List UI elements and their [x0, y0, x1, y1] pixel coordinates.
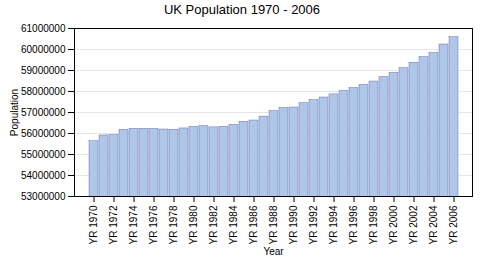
- svg-text:YR 2006: YR 2006: [448, 205, 459, 244]
- svg-text:58000000: 58000000: [21, 86, 66, 97]
- svg-text:55000000: 55000000: [21, 149, 66, 160]
- svg-text:YR 1982: YR 1982: [208, 205, 219, 244]
- svg-text:YR 1974: YR 1974: [128, 205, 139, 244]
- svg-text:YR 2000: YR 2000: [388, 205, 399, 244]
- svg-text:56000000: 56000000: [21, 128, 66, 139]
- svg-text:YR 1976: YR 1976: [148, 205, 159, 244]
- svg-text:YR 2002: YR 2002: [408, 205, 419, 244]
- svg-text:YR 1990: YR 1990: [288, 205, 299, 244]
- svg-text:54000000: 54000000: [21, 170, 66, 181]
- svg-text:59000000: 59000000: [21, 65, 66, 76]
- svg-text:YR 1984: YR 1984: [228, 205, 239, 244]
- svg-text:Population: Population: [9, 89, 20, 136]
- svg-text:YR 1970: YR 1970: [88, 205, 99, 244]
- svg-text:YR 1994: YR 1994: [328, 205, 339, 244]
- svg-text:57000000: 57000000: [21, 107, 66, 118]
- svg-text:53000000: 53000000: [21, 191, 66, 202]
- svg-text:YR 1998: YR 1998: [368, 205, 379, 244]
- svg-text:YR 1996: YR 1996: [348, 205, 359, 244]
- svg-text:YR 1980: YR 1980: [188, 205, 199, 244]
- svg-text:YR 1988: YR 1988: [268, 205, 279, 244]
- svg-text:YR 1972: YR 1972: [108, 205, 119, 244]
- svg-text:Year: Year: [263, 246, 284, 257]
- svg-text:YR 1978: YR 1978: [168, 205, 179, 244]
- svg-text:YR 2004: YR 2004: [428, 205, 439, 244]
- svg-text:61000000: 61000000: [21, 23, 66, 34]
- svg-text:YR 1986: YR 1986: [248, 205, 259, 244]
- svg-text:YR 1992: YR 1992: [308, 205, 319, 244]
- html-text:UK Population 1970 - 2006: UK Population 1970 - 2006: [163, 2, 321, 17]
- svg-text:60000000: 60000000: [21, 44, 66, 55]
